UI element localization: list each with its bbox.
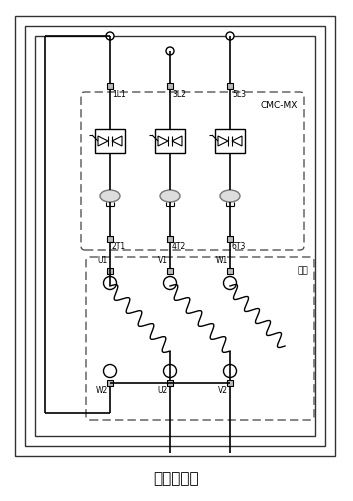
Text: 1L1: 1L1 xyxy=(112,90,126,99)
Bar xyxy=(25,26,325,446)
Circle shape xyxy=(223,365,237,377)
Ellipse shape xyxy=(220,190,240,202)
Text: W1: W1 xyxy=(216,256,228,265)
Bar xyxy=(227,236,233,242)
Circle shape xyxy=(106,32,114,40)
Text: U1: U1 xyxy=(98,256,108,265)
Bar xyxy=(107,380,113,386)
Bar xyxy=(167,268,173,274)
Bar xyxy=(155,129,185,153)
Bar xyxy=(15,16,335,456)
Circle shape xyxy=(223,277,237,290)
Bar xyxy=(95,129,125,153)
Text: 5L3: 5L3 xyxy=(232,90,246,99)
Text: 2T1: 2T1 xyxy=(112,242,126,251)
Ellipse shape xyxy=(160,190,180,202)
Bar xyxy=(107,236,113,242)
Circle shape xyxy=(163,365,176,377)
Text: V1: V1 xyxy=(158,256,168,265)
Ellipse shape xyxy=(100,190,120,202)
Bar xyxy=(215,129,245,153)
Bar xyxy=(227,268,233,274)
Text: 三角形内接: 三角形内接 xyxy=(153,471,199,486)
Circle shape xyxy=(163,277,176,290)
Bar xyxy=(167,236,173,242)
Bar xyxy=(107,268,113,274)
Circle shape xyxy=(226,32,234,40)
Circle shape xyxy=(166,47,174,55)
Circle shape xyxy=(103,365,116,377)
Text: U2: U2 xyxy=(158,386,168,395)
Bar xyxy=(107,83,113,89)
Text: W2: W2 xyxy=(96,386,108,395)
Text: 4T2: 4T2 xyxy=(172,242,186,251)
Bar xyxy=(167,83,173,89)
Text: V2: V2 xyxy=(218,386,228,395)
Bar xyxy=(35,36,315,436)
Bar xyxy=(167,380,173,386)
Bar xyxy=(227,380,233,386)
Text: 电机: 电机 xyxy=(297,266,308,275)
Text: CMC-MX: CMC-MX xyxy=(261,101,298,110)
Text: 6T3: 6T3 xyxy=(232,242,246,251)
Circle shape xyxy=(103,277,116,290)
Text: 3L2: 3L2 xyxy=(172,90,186,99)
Bar xyxy=(227,83,233,89)
